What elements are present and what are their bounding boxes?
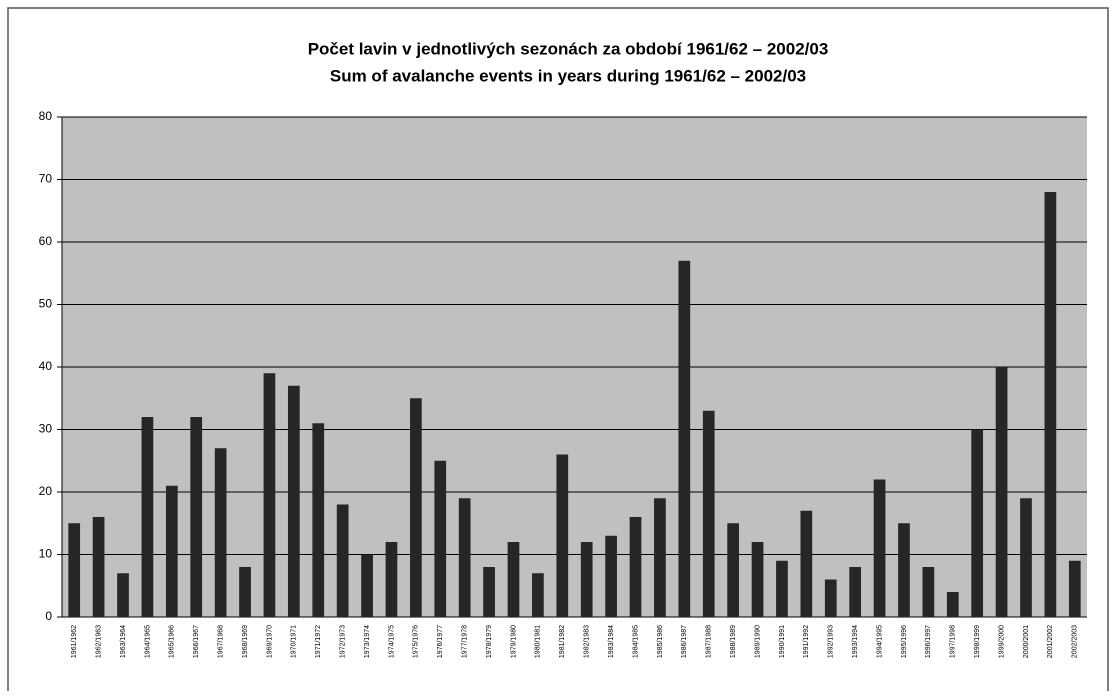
y-tick-label: 0 <box>45 609 52 623</box>
x-tick-label: 1975/1976 <box>413 625 420 658</box>
bar <box>605 535 617 617</box>
x-tick-label: 1994/1995 <box>876 625 883 658</box>
x-tick-label: 1996/1997 <box>925 625 932 658</box>
bar <box>580 542 593 617</box>
x-tick-label: 1965/1966 <box>169 625 176 658</box>
x-tick-label: 1995/1996 <box>901 625 908 658</box>
y-tick-label: 80 <box>39 109 53 123</box>
bar <box>849 567 862 617</box>
bar <box>873 479 886 617</box>
bar <box>922 567 935 617</box>
bar <box>434 460 447 617</box>
x-tick-label: 1976/1977 <box>437 625 444 658</box>
x-tick-label: 1967/1968 <box>217 625 224 658</box>
bar <box>141 417 154 617</box>
x-tick-label: 1997/1998 <box>950 625 957 658</box>
x-tick-label: 1989/1990 <box>754 625 761 658</box>
bar <box>361 554 373 617</box>
x-tick-label: 1993/1994 <box>852 625 859 658</box>
x-tick-label: 1988/1989 <box>730 625 737 658</box>
bar <box>312 423 325 617</box>
x-tick-label: 1999/2000 <box>998 625 1005 658</box>
y-tick-label: 50 <box>39 297 53 311</box>
x-tick-label: 1963/1964 <box>120 625 127 658</box>
x-tick-label: 1970/1971 <box>291 625 298 658</box>
bar <box>751 542 764 617</box>
x-tick-label: 2001/2002 <box>1047 625 1054 658</box>
bar <box>263 373 276 617</box>
bar <box>68 523 81 617</box>
bar <box>117 573 129 617</box>
bar <box>1068 560 1081 617</box>
bar <box>678 260 691 617</box>
bar <box>165 485 178 617</box>
x-tick-label: 1964/1965 <box>144 625 151 658</box>
bar <box>458 498 471 617</box>
x-tick-label: 1978/1979 <box>486 625 493 658</box>
x-tick-label: 1980/1981 <box>535 625 542 658</box>
x-tick-label: 1981/1982 <box>559 625 566 658</box>
bar <box>946 592 959 617</box>
x-tick-label: 1961/1962 <box>71 625 78 658</box>
x-tick-label: 1968/1969 <box>242 625 249 658</box>
bar <box>1044 192 1057 617</box>
x-tick-label: 1987/1988 <box>706 625 713 658</box>
bar <box>776 560 788 617</box>
x-tick-label: 1962/1963 <box>95 625 102 658</box>
bar <box>629 517 642 617</box>
bar <box>971 429 984 617</box>
bar <box>336 504 349 617</box>
x-tick-label: 1977/1978 <box>462 625 469 658</box>
x-tick-label: 1984/1985 <box>632 625 639 658</box>
x-tick-label: 1990/1991 <box>779 625 786 658</box>
x-tick-label: 1991/1992 <box>803 625 810 658</box>
y-tick-label: 40 <box>39 359 53 373</box>
x-tick-label: 1972/1973 <box>339 625 346 658</box>
bar <box>92 517 105 617</box>
x-tick-label: 1986/1987 <box>681 625 688 658</box>
bar <box>287 385 300 617</box>
x-tick-label: 1992/1993 <box>828 625 835 658</box>
bar <box>654 498 666 617</box>
chart-title: Počet lavin v jednotlivých sezonách za o… <box>308 39 829 58</box>
y-tick-label: 20 <box>39 484 53 498</box>
bar <box>800 510 813 617</box>
bar <box>898 523 910 617</box>
chart-subtitle: Sum of avalanche events in years during … <box>330 66 806 85</box>
x-tick-label: 1974/1975 <box>388 625 395 658</box>
x-tick-label: 1966/1967 <box>193 625 200 658</box>
bar <box>556 454 569 617</box>
bar <box>727 523 739 617</box>
bar <box>532 573 544 617</box>
bar <box>507 542 520 617</box>
y-tick-label: 30 <box>39 422 53 436</box>
y-tick-label: 70 <box>39 172 53 186</box>
x-tick-label: 1998/1999 <box>974 625 981 658</box>
bar <box>239 567 251 617</box>
x-tick-label: 1979/1980 <box>510 625 517 658</box>
x-tick-label: 1983/1984 <box>608 625 615 658</box>
bar <box>410 398 422 617</box>
x-tick-label: 2000/2001 <box>1023 625 1030 658</box>
x-tick-label: 1971/1972 <box>315 625 322 658</box>
bar <box>385 542 398 617</box>
bar <box>824 579 837 617</box>
bar <box>995 367 1008 617</box>
x-tick-label: 2002/2003 <box>1072 625 1079 658</box>
y-tick-label: 10 <box>39 547 53 561</box>
bar <box>190 417 203 617</box>
x-tick-label: 1969/1970 <box>266 625 273 658</box>
x-tick-label: 1982/1983 <box>584 625 591 658</box>
bar <box>483 567 495 617</box>
x-tick-label: 1973/1974 <box>364 625 371 658</box>
bar <box>1020 498 1032 617</box>
x-tick-label: 1985/1986 <box>657 625 664 658</box>
bar <box>702 410 715 617</box>
y-tick-label: 60 <box>39 234 53 248</box>
bar <box>214 448 227 617</box>
